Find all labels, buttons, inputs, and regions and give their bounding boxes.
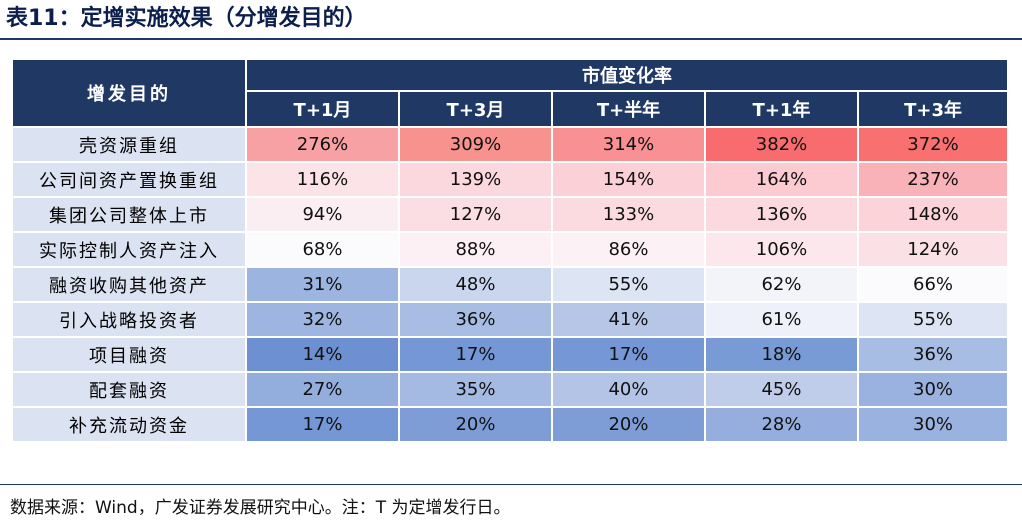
value-cell: 14%: [247, 338, 400, 373]
value-cell: 127%: [400, 198, 553, 233]
value-cell: 314%: [553, 128, 706, 163]
value-cell: 148%: [859, 198, 1010, 233]
period-header-row: T+1月 T+3月 T+半年 T+1年 T+3年: [13, 92, 1010, 128]
table-row: 引入战略投资者 32% 36% 41% 61% 55%: [13, 303, 1010, 338]
group-header: 市值变化率: [247, 60, 1010, 92]
period-header: T+3年: [859, 92, 1010, 128]
value-cell: 40%: [553, 373, 706, 408]
footer-divider: [0, 484, 1022, 485]
table-row: 融资收购其他资产 31% 48% 55% 62% 66%: [13, 268, 1010, 303]
table-row: 实际控制人资产注入 68% 88% 86% 106% 124%: [13, 233, 1010, 268]
title-divider: [0, 38, 1022, 40]
table-row: 补充流动资金 17% 20% 20% 28% 30%: [13, 408, 1010, 443]
period-header: T+半年: [553, 92, 706, 128]
value-cell: 35%: [400, 373, 553, 408]
value-cell: 30%: [859, 373, 1010, 408]
source-note: 数据来源：Wind，广发证券发展研究中心。注：T 为定增发行日。: [10, 498, 511, 518]
value-cell: 17%: [247, 408, 400, 443]
value-cell: 309%: [400, 128, 553, 163]
value-cell: 154%: [553, 163, 706, 198]
period-header: T+1月: [247, 92, 400, 128]
value-cell: 237%: [859, 163, 1010, 198]
value-cell: 30%: [859, 408, 1010, 443]
table-row: 集团公司整体上市 94% 127% 133% 136% 148%: [13, 198, 1010, 233]
value-cell: 18%: [706, 338, 859, 373]
value-cell: 133%: [553, 198, 706, 233]
value-cell: 66%: [859, 268, 1010, 303]
value-cell: 41%: [553, 303, 706, 338]
table-body: 壳资源重组 276% 309% 314% 382% 372% 公司间资产置换重组 116% 13…: [13, 128, 1010, 443]
value-cell: 372%: [859, 128, 1010, 163]
value-cell: 106%: [706, 233, 859, 268]
value-cell: 36%: [400, 303, 553, 338]
value-cell: 55%: [553, 268, 706, 303]
value-cell: 86%: [553, 233, 706, 268]
table-row: 配套融资 27% 35% 40% 45% 30%: [13, 373, 1010, 408]
effect-table: 增发目的 市值变化率 T+1月 T+3月 T+半年 T+1年 T+3年 壳资源重组 276…: [13, 60, 1010, 443]
value-cell: 48%: [400, 268, 553, 303]
value-cell: 116%: [247, 163, 400, 198]
value-cell: 17%: [400, 338, 553, 373]
value-cell: 45%: [706, 373, 859, 408]
value-cell: 139%: [400, 163, 553, 198]
value-cell: 276%: [247, 128, 400, 163]
row-label: 实际控制人资产注入: [13, 233, 247, 268]
value-cell: 88%: [400, 233, 553, 268]
value-cell: 136%: [706, 198, 859, 233]
corner-header: 增发目的: [13, 60, 247, 128]
value-cell: 31%: [247, 268, 400, 303]
row-label: 集团公司整体上市: [13, 198, 247, 233]
table-title: 表11：定增实施效果（分增发目的）: [6, 6, 367, 31]
value-cell: 32%: [247, 303, 400, 338]
value-cell: 94%: [247, 198, 400, 233]
value-cell: 55%: [859, 303, 1010, 338]
table-row: 壳资源重组 276% 309% 314% 382% 372%: [13, 128, 1010, 163]
row-label: 配套融资: [13, 373, 247, 408]
table-row: 公司间资产置换重组 116% 139% 154% 164% 237%: [13, 163, 1010, 198]
value-cell: 62%: [706, 268, 859, 303]
value-cell: 61%: [706, 303, 859, 338]
value-cell: 382%: [706, 128, 859, 163]
value-cell: 124%: [859, 233, 1010, 268]
value-cell: 36%: [859, 338, 1010, 373]
row-label: 项目融资: [13, 338, 247, 373]
value-cell: 164%: [706, 163, 859, 198]
value-cell: 20%: [553, 408, 706, 443]
period-header: T+1年: [706, 92, 859, 128]
row-label: 引入战略投资者: [13, 303, 247, 338]
table-row: 项目融资 14% 17% 17% 18% 36%: [13, 338, 1010, 373]
value-cell: 68%: [247, 233, 400, 268]
value-cell: 17%: [553, 338, 706, 373]
row-label: 壳资源重组: [13, 128, 247, 163]
value-cell: 27%: [247, 373, 400, 408]
value-cell: 28%: [706, 408, 859, 443]
period-header: T+3月: [400, 92, 553, 128]
row-label: 公司间资产置换重组: [13, 163, 247, 198]
row-label: 补充流动资金: [13, 408, 247, 443]
row-label: 融资收购其他资产: [13, 268, 247, 303]
value-cell: 20%: [400, 408, 553, 443]
